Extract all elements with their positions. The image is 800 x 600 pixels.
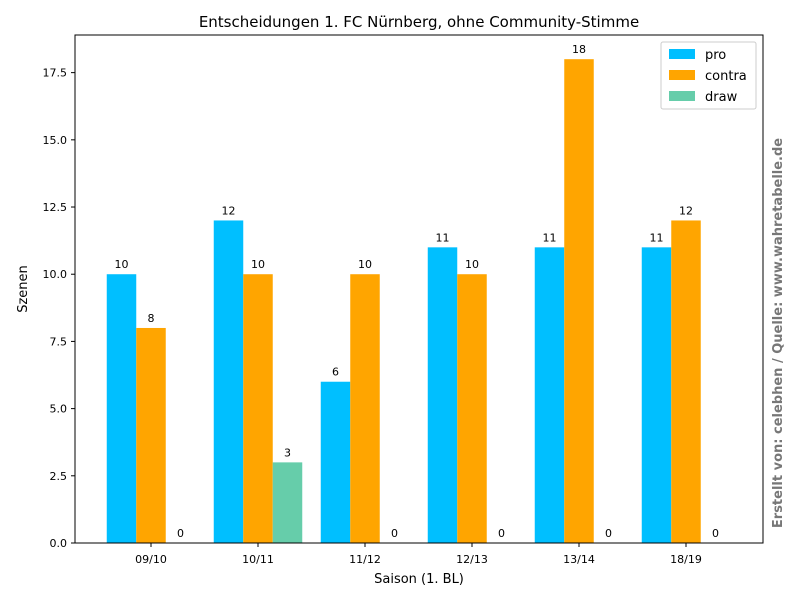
legend-swatch-contra [669, 70, 695, 80]
x-tick-label: 13/14 [563, 553, 595, 566]
plot-area: 10 8 0 09/10 12 10 3 10/11 6 10 0 11/12 11 10 0 12/13 11… [43, 34, 764, 566]
bar-pro-11-12 [320, 381, 351, 543]
y-axis-label: Szenen [16, 265, 31, 313]
bar-value-label: 0 [391, 527, 398, 540]
y-tick-label: 7.5 [50, 335, 68, 348]
bar-value-label: 11 [543, 231, 557, 244]
legend-label-pro: pro [705, 48, 726, 63]
bar-value-label: 11 [650, 231, 664, 244]
bar-value-label: 10 [115, 258, 129, 271]
bar-pro-18-19 [641, 247, 672, 543]
bar-contra-13-14 [564, 59, 594, 543]
bar-value-label: 10 [358, 258, 372, 271]
legend-label-contra: contra [705, 69, 747, 84]
bar-value-label: 0 [712, 527, 719, 540]
bar-value-label: 6 [332, 366, 339, 379]
bar-contra-11-12 [350, 274, 380, 543]
y-tick-label: 10.0 [43, 268, 68, 281]
bar-pro-09-10 [106, 274, 137, 543]
bar-draw-10-11 [272, 462, 303, 543]
bar-value-label: 12 [679, 204, 693, 217]
legend-label-draw: draw [705, 90, 738, 105]
bar-value-label: 10 [251, 258, 265, 271]
legend-swatch-draw [669, 91, 695, 101]
bar-value-label: 18 [572, 43, 586, 56]
x-tick-label: 11/12 [349, 553, 381, 566]
x-tick-label: 18/19 [670, 553, 702, 566]
bar-contra-12-13 [457, 274, 487, 543]
legend: pro contra draw [660, 41, 757, 110]
y-tick-label: 15.0 [43, 134, 68, 147]
bar-contra-10-11 [243, 274, 273, 543]
bar-value-label: 0 [605, 527, 612, 540]
bar-contra-09-10 [136, 327, 166, 543]
plot-frame [74, 34, 764, 544]
bar-value-label: 0 [177, 527, 184, 540]
source-credit: Erstellt von: celebhen / Quelle: www.wah… [771, 138, 786, 528]
y-tick-label: 12.5 [43, 201, 68, 214]
y-tick-label: 0.0 [50, 537, 68, 550]
x-tick-label: 10/11 [242, 553, 274, 566]
x-tick-label: 09/10 [135, 553, 167, 566]
bar-value-label: 11 [436, 231, 450, 244]
bar-pro-10-11 [213, 220, 244, 543]
bar-pro-13-14 [534, 247, 565, 543]
x-axis-label: Saison (1. BL) [374, 572, 464, 587]
legend-swatch-pro [669, 49, 695, 59]
bar-value-label: 0 [498, 527, 505, 540]
bar-contra-18-19 [671, 220, 701, 543]
y-tick-label: 2.5 [50, 470, 68, 483]
bar-value-label: 10 [465, 258, 479, 271]
y-tick-label: 17.5 [43, 67, 68, 80]
bar-value-label: 3 [284, 446, 291, 459]
bar-pro-12-13 [427, 247, 458, 543]
y-tick-label: 5.0 [50, 403, 68, 416]
x-tick-label: 12/13 [456, 553, 488, 566]
bar-value-label: 12 [222, 204, 236, 217]
bar-value-label: 8 [148, 312, 155, 325]
chart-title: Entscheidungen 1. FC Nürnberg, ohne Comm… [199, 13, 639, 31]
